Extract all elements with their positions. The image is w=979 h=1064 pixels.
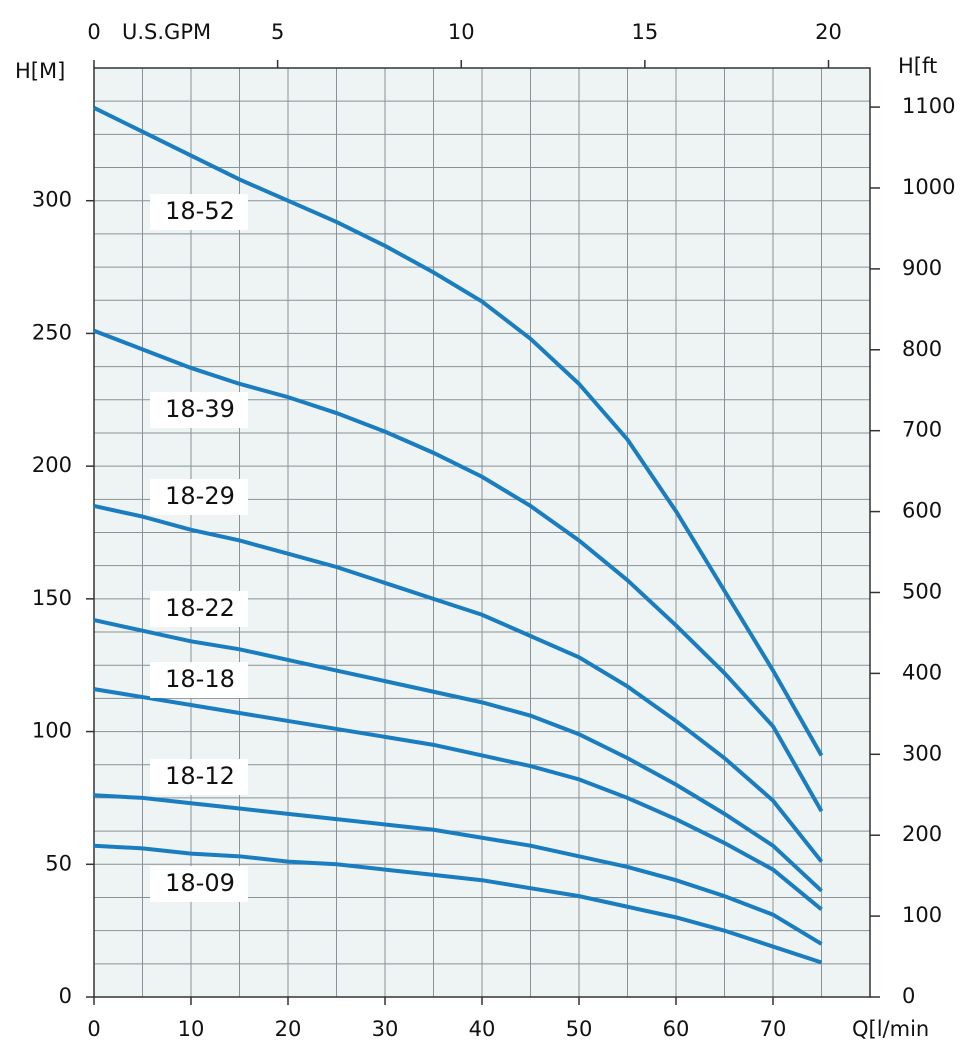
y-tick-label: 100	[32, 719, 72, 743]
y-axis-title: H[M]	[15, 59, 65, 83]
curve-label-bg	[150, 662, 248, 698]
x2-tick-label: 0	[87, 20, 100, 44]
y2-tick-label: 800	[902, 337, 942, 361]
x-tick-label: 60	[663, 1017, 690, 1041]
y2-tick-label: 1100	[902, 94, 955, 118]
x2-tick-label: 15	[632, 20, 659, 44]
curve-label-bg	[150, 591, 248, 627]
x-tick-label: 30	[372, 1017, 399, 1041]
x-tick-label: 0	[87, 1017, 100, 1041]
x-tick-label: 10	[178, 1017, 205, 1041]
y2-tick-label: 100	[902, 903, 942, 927]
curve	[93, 793, 823, 946]
y-tick-label: 150	[32, 586, 72, 610]
y-tick-label: 200	[32, 453, 72, 477]
curve-label: 18-29	[165, 482, 235, 510]
curve-label: 18-12	[165, 762, 235, 790]
curve-label: 18-39	[165, 395, 235, 423]
curve-label: 18-09	[165, 869, 235, 897]
y2-tick-label: 500	[902, 579, 942, 603]
y-tick-label: 300	[32, 188, 72, 212]
curve-label-bg	[150, 194, 248, 230]
y2-tick-label: 200	[902, 822, 942, 846]
plot-layer: 0501001502002503000100200300400500600700…	[32, 20, 956, 1041]
x2-tick-label: 5	[271, 20, 284, 44]
y-tick-label: 50	[45, 851, 72, 875]
curve-label: 18-22	[165, 594, 235, 622]
curve-label: 18-52	[165, 197, 235, 225]
x2-tick-label: 10	[448, 20, 475, 44]
y2-tick-label: 1000	[902, 175, 955, 199]
x-axis-title: Q[l/min	[852, 1017, 929, 1041]
curve-label: 18-18	[165, 665, 235, 693]
curve	[93, 843, 823, 965]
curve	[93, 106, 824, 757]
curve-label-bg	[150, 479, 248, 515]
x-tick-label: 20	[275, 1017, 302, 1041]
x2-tick-label: 20	[815, 20, 842, 44]
curve	[93, 687, 823, 911]
curve	[93, 618, 823, 893]
plot-frame	[93, 67, 871, 998]
curve	[93, 504, 824, 863]
y-tick-label: 0	[59, 984, 72, 1008]
y2-tick-label: 0	[902, 984, 915, 1008]
x2-axis-title: U.S.GPM	[122, 20, 211, 44]
y2-tick-label: 400	[902, 660, 942, 684]
y2-tick-label: 700	[902, 418, 942, 442]
curve	[93, 328, 824, 813]
y2-tick-label: 300	[902, 741, 942, 765]
curve-label-bg	[150, 392, 248, 428]
x-tick-label: 70	[760, 1017, 787, 1041]
y2-axis-title: H[ft	[898, 54, 937, 78]
x-tick-label: 50	[566, 1017, 593, 1041]
y-tick-label: 250	[32, 320, 72, 344]
curve-label-bg	[150, 866, 248, 902]
curve-label-bg	[150, 759, 248, 795]
x-tick-label: 40	[469, 1017, 496, 1041]
y2-tick-label: 600	[902, 499, 942, 523]
y2-tick-label: 900	[902, 256, 942, 280]
